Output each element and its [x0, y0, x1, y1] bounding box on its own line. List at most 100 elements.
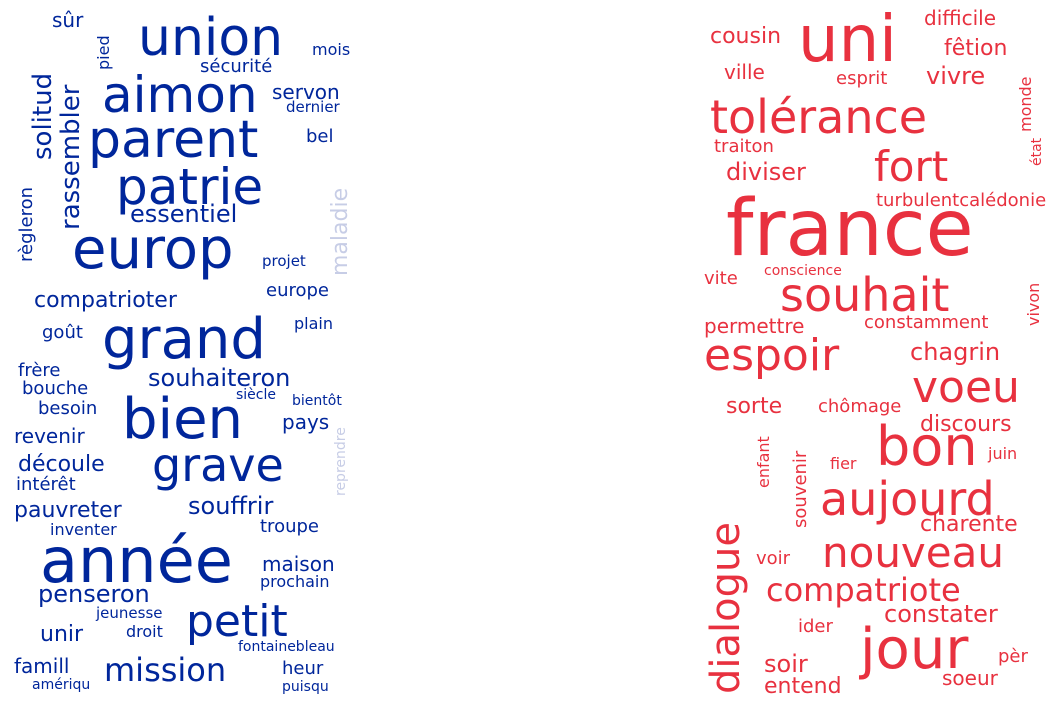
cloud-word: famill [14, 654, 70, 678]
cloud-word: jour [860, 617, 969, 682]
cloud-word: plain [294, 314, 333, 333]
cloud-word: besoin [38, 398, 98, 419]
cloud-word: chômage [818, 396, 902, 417]
cloud-word: sorte [726, 394, 783, 419]
cloud-word: fort [874, 142, 949, 191]
cloud-word: heur [282, 658, 324, 679]
cloud-word: essentiel [130, 200, 238, 228]
cloud-word: mission [104, 651, 227, 689]
cloud-word: compatriote [766, 571, 961, 609]
cloud-word: souhait [780, 268, 950, 322]
cloud-word: grave [152, 438, 284, 492]
cloud-word: état [1029, 137, 1045, 166]
cloud-word: penseron [38, 580, 150, 608]
cloud-word: voir [756, 548, 791, 569]
cloud-word: nouveau [822, 528, 1004, 577]
cloud-word: ider [798, 616, 833, 637]
cloud-word: bien [122, 387, 244, 452]
cloud-word: chagrin [910, 338, 1001, 366]
cloud-word: esprit [836, 68, 888, 89]
cloud-word: difficile [924, 6, 997, 30]
cloud-word: permettre [704, 314, 805, 338]
cloud-word: frère [18, 360, 61, 381]
cloud-word: servon [272, 80, 340, 104]
cloud-word: soeur [942, 666, 998, 690]
cloud-word: diviser [726, 158, 806, 186]
cloud-word: cousin [710, 24, 782, 49]
cloud-word: année [40, 524, 233, 597]
cloud-word: europ [72, 217, 234, 282]
cloud-word: fier [830, 454, 857, 473]
cloud-word: europe [266, 280, 329, 301]
cloud-word: traiton [714, 136, 774, 157]
cloud-word: projet [262, 252, 306, 270]
cloud-word: monde [1016, 76, 1035, 132]
cloud-word: parent [88, 110, 259, 170]
cloud-word: juin [988, 444, 1018, 463]
cloud-word: pauvreter [14, 498, 122, 523]
cloud-word: souhaiteron [148, 364, 291, 392]
cloud-word: revenir [14, 424, 85, 448]
cloud-word: règleron [16, 186, 37, 262]
cloud-word: entend [764, 674, 842, 699]
cloud-word: pèr [998, 646, 1028, 667]
cloud-word: découle [18, 452, 105, 477]
cloud-word: pays [282, 410, 330, 434]
cloud-word: union [138, 8, 284, 68]
cloud-word: unir [40, 622, 84, 647]
cloud-word: reprendre [333, 427, 349, 496]
cloud-word: rassembler [56, 84, 86, 230]
cloud-word: maladie [328, 187, 353, 276]
cloud-word: charente [920, 512, 1018, 537]
cloud-word: jeunesse [96, 604, 163, 622]
cloud-word: voeu [912, 362, 1020, 413]
cloud-word: ville [724, 60, 765, 84]
cloud-word: amériqu [32, 677, 91, 693]
cloud-word: souvenir [790, 450, 811, 528]
cloud-word: turbulentcalédonie [876, 190, 1047, 211]
cloud-word: inventer [50, 520, 117, 539]
cloud-word: vivon [1024, 282, 1043, 326]
cloud-word: maison [262, 552, 335, 576]
cloud-word: enfant [754, 436, 773, 488]
cloud-word: vite [704, 268, 738, 289]
cloud-word: constamment [864, 312, 989, 333]
cloud-word: troupe [260, 516, 319, 537]
cloud-word: bientôt [292, 393, 342, 409]
cloud-word: dialogue [703, 522, 749, 694]
cloud-word: bon [876, 415, 978, 478]
cloud-word: compatrioter [34, 288, 177, 313]
cloud-word: fontainebleau [238, 639, 335, 655]
cloud-word: aujourd [820, 472, 995, 526]
cloud-word: sûr [52, 8, 84, 32]
cloud-word: puisqu [282, 679, 329, 695]
cloud-word: uni [798, 3, 897, 77]
cloud-word: bouche [22, 378, 89, 399]
cloud-word: constater [884, 600, 998, 628]
cloud-word: siècle [236, 387, 276, 403]
cloud-word: france [726, 184, 974, 274]
cloud-word: soir [764, 650, 808, 678]
cloud-word: vivre [926, 62, 986, 90]
cloud-word: grand [102, 307, 266, 372]
cloud-word: bel [306, 126, 334, 147]
cloud-word: sécurité [200, 56, 273, 77]
cloud-word: mois [312, 40, 351, 59]
blue-word-cloud: sûr union pied mois sécurité aimon servon derni… [14, 8, 353, 695]
cloud-word: fêtion [944, 36, 1008, 61]
red-word-cloud: difficile cousin uni fêtion ville esprit vivre… [530, 0, 1060, 713]
cloud-word: solitud [28, 72, 58, 160]
cloud-word: aimon [102, 66, 258, 124]
cloud-word: goût [42, 322, 83, 343]
cloud-word: patrie [116, 158, 264, 216]
cloud-word: tolérance [710, 90, 928, 144]
cloud-word: conscience [764, 263, 842, 279]
cloud-word: droit [126, 622, 163, 641]
cloud-word: prochain [260, 572, 330, 591]
cloud-word: petit [186, 596, 288, 647]
cloud-word: pied [94, 35, 113, 70]
cloud-word: espoir [704, 330, 840, 381]
cloud-word: intérêt [16, 474, 76, 495]
cloud-word: dernier [286, 98, 340, 116]
cloud-word: souffrir [188, 492, 274, 520]
